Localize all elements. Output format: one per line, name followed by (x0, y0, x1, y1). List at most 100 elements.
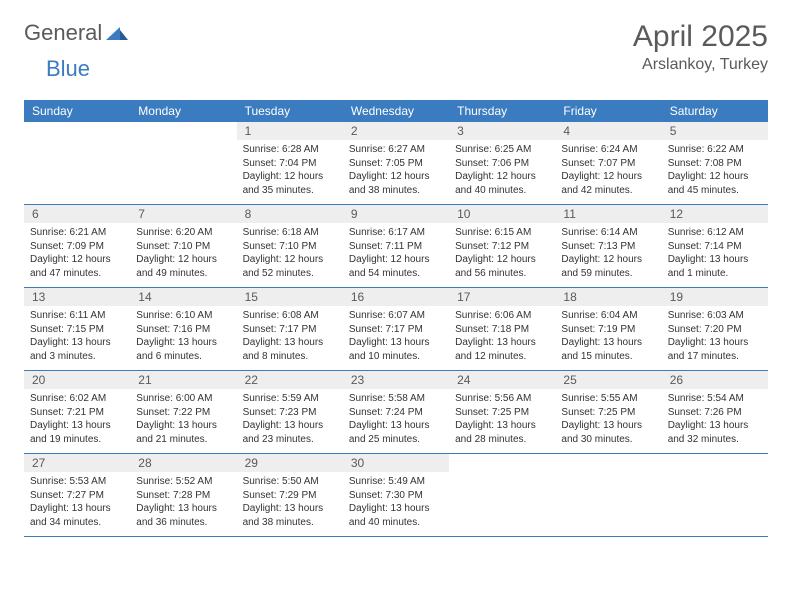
day-content: Sunrise: 5:55 AMSunset: 7:25 PMDaylight:… (555, 389, 661, 452)
day-number: 8 (237, 205, 343, 223)
empty-cell (24, 122, 130, 204)
day-cell: 10Sunrise: 6:15 AMSunset: 7:12 PMDayligh… (449, 205, 555, 287)
day-number: 29 (237, 454, 343, 472)
day-content: Sunrise: 6:17 AMSunset: 7:11 PMDaylight:… (343, 223, 449, 286)
day-cell: 16Sunrise: 6:07 AMSunset: 7:17 PMDayligh… (343, 288, 449, 370)
day-cell: 24Sunrise: 5:56 AMSunset: 7:25 PMDayligh… (449, 371, 555, 453)
day-number: 27 (24, 454, 130, 472)
logo-text-general: General (24, 20, 102, 46)
day-cell: 4Sunrise: 6:24 AMSunset: 7:07 PMDaylight… (555, 122, 661, 204)
day-content: Sunrise: 6:04 AMSunset: 7:19 PMDaylight:… (555, 306, 661, 369)
day-number: 30 (343, 454, 449, 472)
day-content: Sunrise: 6:22 AMSunset: 7:08 PMDaylight:… (662, 140, 768, 203)
empty-cell (662, 454, 768, 536)
day-cell: 5Sunrise: 6:22 AMSunset: 7:08 PMDaylight… (662, 122, 768, 204)
day-content: Sunrise: 5:49 AMSunset: 7:30 PMDaylight:… (343, 472, 449, 535)
day-cell: 17Sunrise: 6:06 AMSunset: 7:18 PMDayligh… (449, 288, 555, 370)
day-number: 13 (24, 288, 130, 306)
day-cell: 20Sunrise: 6:02 AMSunset: 7:21 PMDayligh… (24, 371, 130, 453)
day-cell: 12Sunrise: 6:12 AMSunset: 7:14 PMDayligh… (662, 205, 768, 287)
day-content: Sunrise: 5:52 AMSunset: 7:28 PMDaylight:… (130, 472, 236, 535)
day-cell: 26Sunrise: 5:54 AMSunset: 7:26 PMDayligh… (662, 371, 768, 453)
day-cell: 6Sunrise: 6:21 AMSunset: 7:09 PMDaylight… (24, 205, 130, 287)
day-cell: 30Sunrise: 5:49 AMSunset: 7:30 PMDayligh… (343, 454, 449, 536)
weekday-sat: Saturday (662, 100, 768, 122)
day-cell: 18Sunrise: 6:04 AMSunset: 7:19 PMDayligh… (555, 288, 661, 370)
day-cell: 15Sunrise: 6:08 AMSunset: 7:17 PMDayligh… (237, 288, 343, 370)
day-content: Sunrise: 6:20 AMSunset: 7:10 PMDaylight:… (130, 223, 236, 286)
day-number: 4 (555, 122, 661, 140)
day-number: 21 (130, 371, 236, 389)
day-content: Sunrise: 6:03 AMSunset: 7:20 PMDaylight:… (662, 306, 768, 369)
day-content: Sunrise: 6:14 AMSunset: 7:13 PMDaylight:… (555, 223, 661, 286)
day-content: Sunrise: 6:21 AMSunset: 7:09 PMDaylight:… (24, 223, 130, 286)
logo-triangle-icon (106, 24, 128, 45)
day-content: Sunrise: 5:54 AMSunset: 7:26 PMDaylight:… (662, 389, 768, 452)
day-cell: 8Sunrise: 6:18 AMSunset: 7:10 PMDaylight… (237, 205, 343, 287)
day-number: 15 (237, 288, 343, 306)
day-cell: 23Sunrise: 5:58 AMSunset: 7:24 PMDayligh… (343, 371, 449, 453)
weekday-mon: Monday (130, 100, 236, 122)
day-content: Sunrise: 6:28 AMSunset: 7:04 PMDaylight:… (237, 140, 343, 203)
day-cell: 11Sunrise: 6:14 AMSunset: 7:13 PMDayligh… (555, 205, 661, 287)
day-cell: 14Sunrise: 6:10 AMSunset: 7:16 PMDayligh… (130, 288, 236, 370)
week-row: 13Sunrise: 6:11 AMSunset: 7:15 PMDayligh… (24, 288, 768, 371)
day-number: 12 (662, 205, 768, 223)
weekday-wed: Wednesday (343, 100, 449, 122)
day-cell: 29Sunrise: 5:50 AMSunset: 7:29 PMDayligh… (237, 454, 343, 536)
day-number: 19 (662, 288, 768, 306)
day-cell: 22Sunrise: 5:59 AMSunset: 7:23 PMDayligh… (237, 371, 343, 453)
day-content: Sunrise: 6:27 AMSunset: 7:05 PMDaylight:… (343, 140, 449, 203)
day-number: 24 (449, 371, 555, 389)
day-content: Sunrise: 6:00 AMSunset: 7:22 PMDaylight:… (130, 389, 236, 452)
day-number: 20 (24, 371, 130, 389)
day-cell: 1Sunrise: 6:28 AMSunset: 7:04 PMDaylight… (237, 122, 343, 204)
day-number: 26 (662, 371, 768, 389)
day-content: Sunrise: 6:15 AMSunset: 7:12 PMDaylight:… (449, 223, 555, 286)
day-content: Sunrise: 6:25 AMSunset: 7:06 PMDaylight:… (449, 140, 555, 203)
day-content: Sunrise: 5:56 AMSunset: 7:25 PMDaylight:… (449, 389, 555, 452)
weeks-container: 1Sunrise: 6:28 AMSunset: 7:04 PMDaylight… (24, 122, 768, 537)
weekday-thu: Thursday (449, 100, 555, 122)
day-cell: 3Sunrise: 6:25 AMSunset: 7:06 PMDaylight… (449, 122, 555, 204)
empty-cell (449, 454, 555, 536)
day-cell: 21Sunrise: 6:00 AMSunset: 7:22 PMDayligh… (130, 371, 236, 453)
calendar: Sunday Monday Tuesday Wednesday Thursday… (24, 100, 768, 537)
day-number: 17 (449, 288, 555, 306)
day-number: 16 (343, 288, 449, 306)
day-cell: 19Sunrise: 6:03 AMSunset: 7:20 PMDayligh… (662, 288, 768, 370)
logo-text-blue: Blue (46, 56, 90, 81)
day-number: 18 (555, 288, 661, 306)
day-content: Sunrise: 6:06 AMSunset: 7:18 PMDaylight:… (449, 306, 555, 369)
day-content: Sunrise: 6:11 AMSunset: 7:15 PMDaylight:… (24, 306, 130, 369)
day-number: 10 (449, 205, 555, 223)
day-number: 6 (24, 205, 130, 223)
day-content: Sunrise: 5:58 AMSunset: 7:24 PMDaylight:… (343, 389, 449, 452)
weekday-sun: Sunday (24, 100, 130, 122)
weekday-header: Sunday Monday Tuesday Wednesday Thursday… (24, 100, 768, 122)
day-content: Sunrise: 5:50 AMSunset: 7:29 PMDaylight:… (237, 472, 343, 535)
day-number: 23 (343, 371, 449, 389)
day-cell: 9Sunrise: 6:17 AMSunset: 7:11 PMDaylight… (343, 205, 449, 287)
week-row: 27Sunrise: 5:53 AMSunset: 7:27 PMDayligh… (24, 454, 768, 537)
day-number: 14 (130, 288, 236, 306)
title-block: April 2025 Arslankoy, Turkey (633, 20, 768, 74)
day-content: Sunrise: 6:07 AMSunset: 7:17 PMDaylight:… (343, 306, 449, 369)
empty-cell (555, 454, 661, 536)
day-content: Sunrise: 6:02 AMSunset: 7:21 PMDaylight:… (24, 389, 130, 452)
day-number: 25 (555, 371, 661, 389)
day-number: 7 (130, 205, 236, 223)
day-content: Sunrise: 6:08 AMSunset: 7:17 PMDaylight:… (237, 306, 343, 369)
day-content: Sunrise: 6:24 AMSunset: 7:07 PMDaylight:… (555, 140, 661, 203)
day-number: 1 (237, 122, 343, 140)
location: Arslankoy, Turkey (633, 56, 768, 74)
day-content: Sunrise: 5:59 AMSunset: 7:23 PMDaylight:… (237, 389, 343, 452)
day-content: Sunrise: 6:10 AMSunset: 7:16 PMDaylight:… (130, 306, 236, 369)
day-content: Sunrise: 6:12 AMSunset: 7:14 PMDaylight:… (662, 223, 768, 286)
week-row: 1Sunrise: 6:28 AMSunset: 7:04 PMDaylight… (24, 122, 768, 205)
day-number: 28 (130, 454, 236, 472)
week-row: 20Sunrise: 6:02 AMSunset: 7:21 PMDayligh… (24, 371, 768, 454)
weekday-tue: Tuesday (237, 100, 343, 122)
month-title: April 2025 (633, 20, 768, 54)
empty-cell (130, 122, 236, 204)
